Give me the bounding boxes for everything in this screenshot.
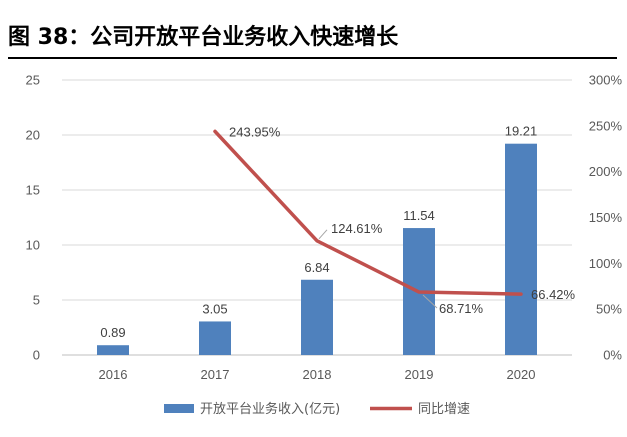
- line-data-label: 243.95%: [229, 124, 281, 139]
- y-left-tick-label: 0: [33, 348, 40, 363]
- bar-data-label: 19.21: [505, 124, 538, 139]
- x-tick-label: 2016: [99, 367, 128, 382]
- x-tick-label: 2017: [201, 367, 230, 382]
- legend-label-line: 同比增速: [418, 402, 470, 417]
- y-right-tick-label: 100%: [589, 256, 623, 271]
- growth-rate-line: [213, 129, 523, 296]
- line-data-label: 68.71%: [439, 301, 484, 316]
- bar: [199, 321, 231, 355]
- bar-data-label: 0.89: [100, 325, 125, 340]
- legend-swatch-bar: [164, 404, 194, 413]
- figure-title: 图 38：公司开放平台业务收入快速增长: [8, 25, 399, 50]
- bar-data-label: 11.54: [403, 208, 435, 223]
- bar-data-label: 3.05: [202, 301, 227, 316]
- y-right-tick-label: 250%: [589, 118, 623, 133]
- y-right-tick-label: 50%: [596, 302, 622, 317]
- line-data-label: 66.42%: [531, 287, 576, 302]
- x-tick-label: 2020: [507, 367, 536, 382]
- line-data-label: 124.61%: [331, 221, 383, 236]
- bar: [505, 143, 537, 355]
- x-tick-label: 2019: [405, 367, 434, 382]
- y-right-tick-label: 0%: [603, 348, 622, 363]
- bar-data-label: 6.84: [304, 260, 329, 275]
- y-left-tick-label: 10: [26, 238, 40, 253]
- x-tick-label: 2018: [303, 367, 332, 382]
- y-left-tick-label: 20: [26, 128, 40, 143]
- y-left-tick-label: 25: [26, 73, 40, 88]
- bar: [301, 279, 333, 355]
- y-right-tick-label: 200%: [589, 164, 623, 179]
- legend-label-bar: 开放平台业务收入(亿元): [200, 401, 340, 417]
- y-right-tick-label: 300%: [589, 73, 623, 88]
- y-left-tick-label: 15: [26, 183, 40, 198]
- y-right-tick-label: 150%: [589, 210, 623, 225]
- bar: [97, 345, 129, 355]
- label-leader-line: [422, 294, 438, 309]
- label-leader-line: [318, 229, 328, 240]
- title-underline: [8, 57, 617, 59]
- y-left-tick-label: 5: [33, 293, 40, 308]
